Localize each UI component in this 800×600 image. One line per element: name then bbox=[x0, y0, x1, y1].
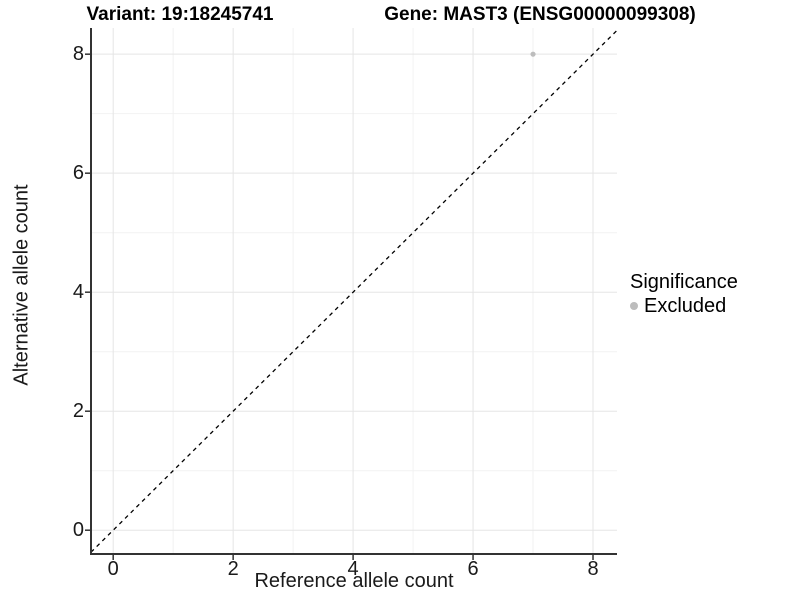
plot-title-variant: Variant: 19:18245741 bbox=[86, 4, 274, 25]
x-tick-label: 6 bbox=[467, 558, 479, 580]
x-tick-label: 4 bbox=[347, 558, 359, 580]
legend-items: Excluded bbox=[630, 294, 738, 318]
y-tick-label: 2 bbox=[72, 400, 84, 423]
legend-item: Excluded bbox=[630, 294, 738, 318]
identity-line bbox=[90, 29, 618, 553]
y-tick-label: 4 bbox=[72, 281, 84, 304]
legend-point-icon bbox=[630, 302, 638, 310]
legend-item-label: Excluded bbox=[644, 295, 727, 317]
x-tick-label: 8 bbox=[587, 558, 599, 580]
legend: Significance Excluded bbox=[630, 270, 738, 318]
y-tick-label: 8 bbox=[72, 43, 84, 66]
x-axis-label: Reference allele count bbox=[254, 570, 454, 592]
y-axis-label: Alternative allele count bbox=[10, 184, 33, 386]
data-point bbox=[530, 51, 536, 57]
x-tick-label: 0 bbox=[107, 558, 119, 580]
y-tick-label: 6 bbox=[72, 162, 84, 185]
y-tick-label: 0 bbox=[72, 519, 84, 542]
plot-title-gene: Gene: MAST3 (ENSG00000099308) bbox=[384, 4, 696, 25]
x-tick-label: 2 bbox=[227, 558, 239, 580]
legend-title: Significance bbox=[630, 271, 738, 293]
